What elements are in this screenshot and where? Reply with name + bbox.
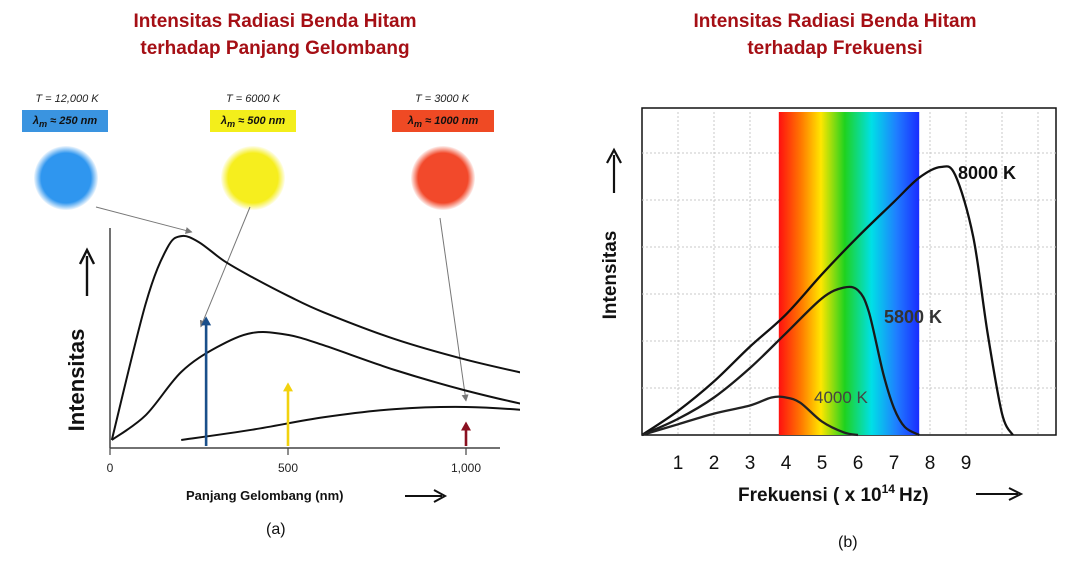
chart-b-x-tick-label: 7: [889, 453, 900, 474]
series-label-5800k: 5800 K: [884, 307, 942, 327]
chart-b-x-tick-label: 5: [817, 453, 828, 474]
chart-a-series-6000k: [111, 331, 520, 441]
chart-b-y-arrow: [606, 147, 622, 193]
chart-a-title-line-1: Intensitas Radiasi Benda Hitam: [133, 11, 417, 32]
star-1-lambda-symbol: λ: [32, 115, 39, 127]
chart-b-plot: 1 2 3 4 5 6 7 8 9 8000 K 5800 K 4000 K Intensita…: [600, 107, 1057, 506]
chart-a-title-line-2: terhadap Panjang Gelombang: [140, 38, 410, 59]
star-1-callout-arrow: [95, 206, 193, 234]
chart-b-x-label-unit: Hz): [899, 485, 929, 506]
star-3-lambda-symbol: λ: [407, 115, 414, 127]
star-3-lambda-box: λm ≈ 1000 nm: [392, 110, 494, 132]
chart-b-title: Intensitas Radiasi Benda Hitam terhadap …: [600, 8, 1070, 62]
chart-a-peak-arrow-3: [461, 421, 471, 446]
visible-spectrum-band: [778, 112, 920, 435]
star-2-temperature: T = 6000 K: [225, 93, 281, 105]
chart-b-x-tick-label: 2: [709, 453, 720, 474]
series-label-4000k: 4000 K: [814, 388, 869, 407]
series-label-8000k: 8000 K: [958, 163, 1016, 183]
star-2-callout-arrow: [199, 206, 251, 328]
chart-b-x-tick-label: 8: [925, 453, 936, 474]
star-2-lambda-sub: m: [226, 119, 236, 130]
star-3-disk: [411, 146, 475, 210]
star-2-lambda-symbol: λ: [220, 115, 227, 127]
chart-a-title: Intensitas Radiasi Benda Hitam terhadap …: [40, 8, 510, 62]
star-1-lambda-box: λm ≈ 250 nm: [22, 110, 108, 132]
chart-b-x-tick-label: 9: [961, 453, 972, 474]
chart-b-title-line-1: Intensitas Radiasi Benda Hitam: [693, 11, 977, 32]
chart-a-x-tick-label: 0: [107, 461, 114, 475]
chart-b-panel-label: (b): [838, 534, 858, 551]
chart-b-x-tick-label: 3: [745, 453, 756, 474]
chart-b-series-4000k: [641, 395, 859, 437]
chart-b-x-tick-label: 6: [853, 453, 864, 474]
star-2-lambda-box: λm ≈ 500 nm: [210, 110, 296, 132]
chart-b-y-label: Intensitas: [600, 231, 621, 320]
chart-a-series-12000k: [110, 234, 520, 441]
chart-a-y-arrow: [78, 247, 96, 296]
star-2-disk: [221, 146, 285, 210]
chart-a-panel-label: (a): [266, 521, 286, 538]
chart-a-y-label: Intensitas: [64, 329, 89, 432]
star-3-lambda-sub: m: [413, 119, 423, 130]
star-3-callout-arrow: [439, 217, 469, 402]
chart-b-x-label-sup: 14: [882, 482, 896, 496]
star-3-lambda-value: ≈ 1000 nm: [425, 115, 479, 127]
chart-a-x-tick-label: 500: [278, 461, 298, 475]
chart-b-x-arrow: [976, 487, 1024, 501]
star-1-temperature: T = 12,000 K: [35, 93, 99, 105]
chart-b-x-tick-label: 1: [673, 453, 684, 474]
chart-b-series-5800k: [641, 285, 920, 437]
star-1-disk: [34, 146, 98, 210]
chart-a-x-tick-label: 1,000: [451, 461, 481, 475]
chart-a-peak-arrow-2: [283, 382, 293, 446]
chart-b-x-label-main: Frekuensi ( x 10: [738, 485, 882, 506]
chart-a-x-label: Panjang Gelombang (nm): [186, 488, 343, 503]
chart-a-x-arrow: [405, 489, 448, 503]
chart-b-title-line-2: terhadap Frekuensi: [747, 38, 923, 59]
chart-b-x-label: Frekuensi ( x 1014 Hz): [738, 482, 929, 506]
chart-a-peak-arrow-1: [201, 316, 212, 446]
star-3-temperature: T = 3000 K: [414, 93, 470, 105]
chart-a-series-3000k: [181, 405, 520, 441]
chart-b-x-tick-label: 4: [781, 453, 792, 474]
star-2-lambda-value: ≈ 500 nm: [238, 115, 286, 127]
star-1-lambda-sub: m: [38, 119, 48, 130]
chart-b-series-8000k: [641, 165, 1014, 436]
star-1-lambda-value: ≈ 250 nm: [50, 115, 98, 127]
